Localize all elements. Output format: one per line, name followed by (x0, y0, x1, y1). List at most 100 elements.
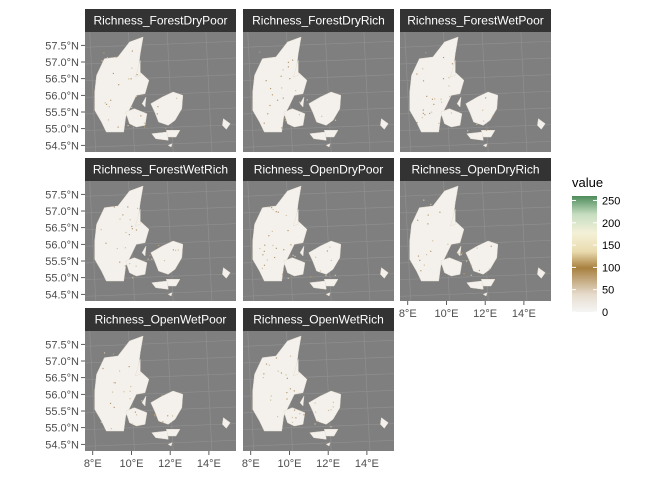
y-tick-label: 57.0°N (45, 57, 79, 69)
land-area (141, 245, 147, 257)
richness-cell (448, 85, 450, 87)
y-tick-label: 56.5°N (45, 373, 79, 385)
strip-label: Richness_ForestWetRich (93, 163, 228, 177)
richness-cell (287, 229, 289, 232)
y-tick-label: 57.5°N (45, 40, 79, 52)
richness-cell (461, 252, 463, 254)
strip-background (85, 9, 236, 32)
richness-cell (136, 207, 139, 210)
richness-cell (287, 277, 289, 279)
richness-cell (143, 122, 146, 124)
richness-cell (100, 421, 102, 423)
richness-cell (175, 249, 177, 252)
land-area (165, 429, 181, 437)
land-area (167, 143, 173, 148)
land-area (325, 292, 331, 297)
y-tick-label: 54.5°N (45, 439, 79, 451)
richness-cell (171, 415, 174, 417)
axes: 54.5°N 55.0°N 55.5°N 56.0°N 56.5°N 57.0°N 57.5… (45, 40, 536, 470)
richness-cell (293, 390, 295, 392)
richness-cell (417, 219, 419, 221)
richness-cell (141, 400, 143, 402)
richness-cell (131, 228, 134, 230)
richness-cell (132, 126, 135, 128)
y-tick-label: 54.5°N (45, 140, 79, 152)
legend-label: 200 (602, 218, 620, 230)
richness-cell (425, 51, 427, 54)
richness-cell (460, 253, 462, 256)
x-tick-label: 8°E (399, 308, 417, 320)
richness-cell (117, 126, 119, 128)
richness-cell (330, 409, 332, 411)
grid-line-lat (84, 189, 237, 197)
y-tick-label: 56.0°N (45, 389, 79, 401)
richness-cell (289, 355, 292, 357)
richness-cell (299, 101, 301, 103)
grid-line-lat (242, 289, 395, 297)
land-area (409, 185, 465, 282)
facet-panel: Richness_OpenDryPoor (242, 158, 395, 302)
strip-label: Richness_OpenWetPoor (95, 313, 227, 327)
richness-cell (135, 414, 138, 416)
land-area (325, 442, 331, 447)
richness-cell (101, 60, 103, 62)
facet-panel: Richness_OpenWetPoor (84, 308, 237, 452)
richness-cell (416, 122, 418, 124)
y-tick-label: 57.0°N (45, 356, 79, 368)
richness-cell (131, 225, 133, 228)
richness-cell (274, 256, 276, 259)
richness-cell (282, 273, 284, 275)
land-area (440, 108, 463, 128)
land-area (449, 60, 456, 78)
richness-cell (417, 255, 420, 257)
richness-cell (434, 98, 436, 100)
x-tick-label: 12°E (473, 308, 497, 320)
grid-line-lon (520, 180, 528, 302)
richness-cell (440, 98, 442, 100)
facet-panel: Richness_ForestDryPoor (84, 9, 237, 153)
y-tick-label: 55.0°N (45, 423, 79, 435)
richness-cell (291, 421, 294, 423)
y-tick-label: 56.0°N (45, 239, 79, 251)
richness-cell (103, 52, 105, 54)
grid-line-lat (399, 40, 552, 48)
richness-cell (295, 417, 297, 419)
richness-cell (128, 78, 130, 80)
richness-cell (439, 211, 441, 213)
richness-cell (281, 127, 283, 129)
richness-cell (113, 406, 115, 409)
richness-cell (262, 254, 264, 256)
richness-cell (286, 391, 288, 394)
richness-cell (285, 119, 287, 122)
land-area (125, 257, 148, 277)
grid-line-lat (399, 189, 552, 197)
x-tick-label: 10°E (119, 458, 143, 470)
richness-cell (286, 377, 288, 379)
facet-panel: Richness_ForestWetRich (84, 158, 237, 302)
grid-line-lon (205, 180, 213, 302)
y-tick-label: 56.0°N (45, 90, 79, 102)
richness-cell (272, 244, 274, 247)
strip-background (85, 308, 236, 331)
richness-cell (107, 119, 110, 121)
richness-cell (303, 414, 305, 416)
richness-cell (135, 265, 137, 267)
strip-label: Richness_ForestDryPoor (93, 14, 227, 28)
land-area (299, 395, 305, 407)
legend-label: 250 (602, 195, 620, 207)
richness-cell (104, 102, 106, 104)
richness-cell (276, 99, 279, 101)
richness-cell (286, 109, 289, 111)
richness-cell (317, 420, 319, 422)
richness-cell (465, 260, 468, 262)
land-area (134, 359, 141, 377)
richness-cell (116, 247, 118, 250)
richness-cell (113, 206, 115, 208)
richness-cell (124, 247, 127, 249)
richness-cell (290, 244, 292, 246)
richness-cell (149, 254, 151, 257)
richness-cell (451, 63, 454, 65)
richness-cell (431, 111, 433, 113)
land-area (134, 60, 141, 78)
strip-label: Richness_ForestDryRich (252, 14, 385, 28)
